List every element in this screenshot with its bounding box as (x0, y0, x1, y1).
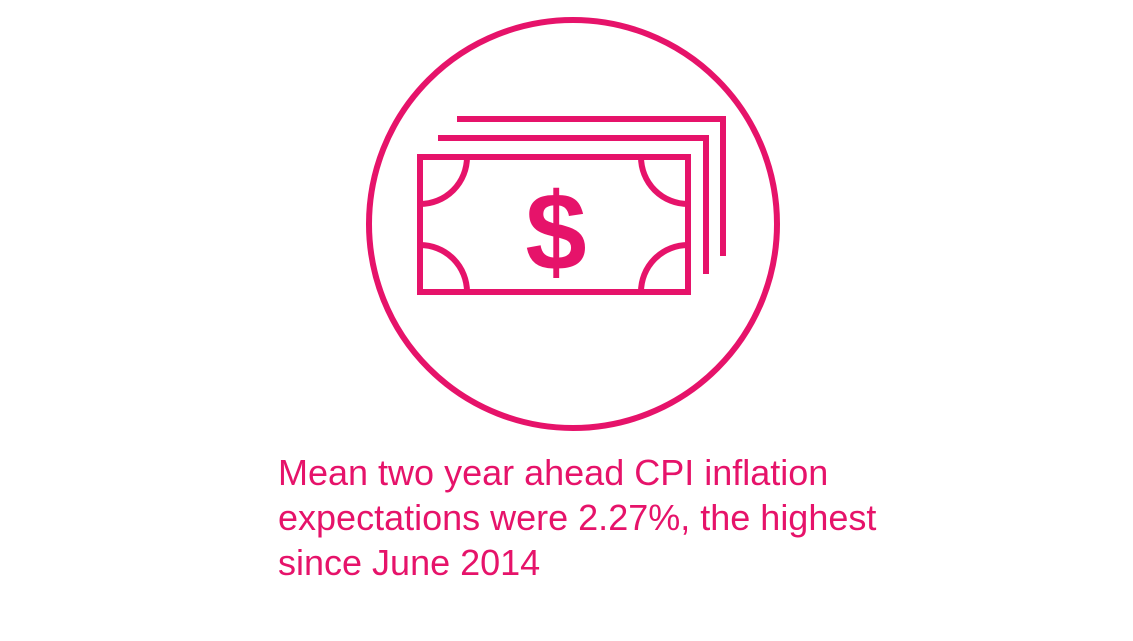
middle-note-outline (438, 135, 709, 274)
icon-circle-outline (366, 17, 780, 431)
note-corner-top-right (638, 156, 689, 207)
dollar-sign-icon: $ (525, 171, 586, 294)
back-note-outline (457, 116, 726, 256)
note-corner-bottom-right (638, 242, 689, 293)
caption-text: Mean two year ahead CPI inflation expect… (278, 452, 877, 583)
note-corner-top-left (419, 156, 470, 207)
front-note-outline (417, 154, 691, 295)
note-corner-bottom-left (419, 242, 470, 293)
